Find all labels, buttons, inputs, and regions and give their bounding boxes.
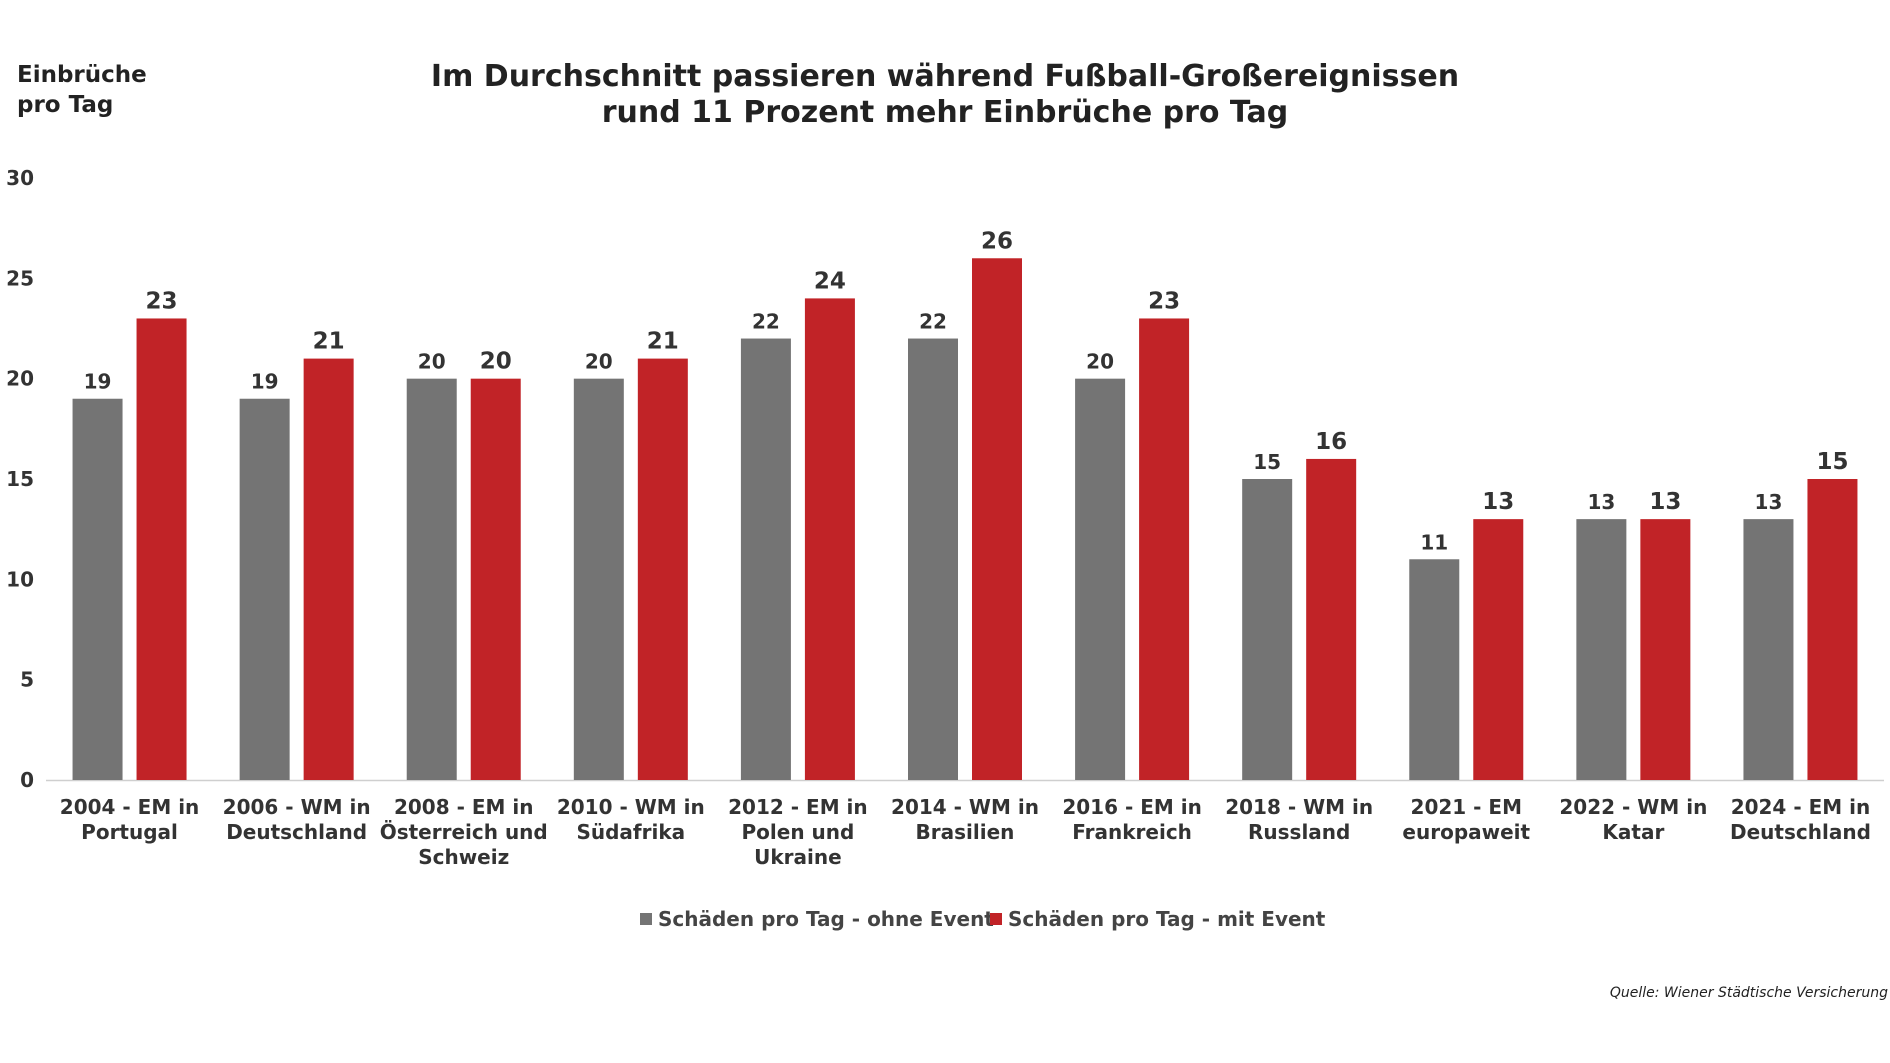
data-label: 23: [146, 288, 178, 314]
bar-ohne-event: [740, 338, 791, 780]
x-tick-label-line: 2008 - EM in: [394, 795, 534, 819]
bar-ohne-event: [406, 378, 457, 780]
x-tick-label-line: Frankreich: [1072, 820, 1192, 844]
bar-ohne-event: [1242, 479, 1293, 780]
data-label: 24: [814, 268, 846, 294]
x-tick-label-line: Südafrika: [576, 820, 685, 844]
legend-item-mit-event: Schäden pro Tag - mit Event: [990, 907, 1325, 931]
legend-swatch-mit-event: [990, 913, 1002, 925]
bar-ohne-event: [1743, 519, 1794, 780]
source-note: Quelle: Wiener Städtische Versicherung: [1609, 985, 1888, 1001]
x-tick-label-line: Deutschland: [226, 820, 367, 844]
legend-item-ohne-event: Schäden pro Tag - ohne Event: [640, 907, 994, 931]
data-label: 15: [1816, 449, 1848, 475]
x-tick-label: 2014 - WM in Brasilien: [891, 795, 1039, 844]
y-tick-label: 0: [20, 768, 34, 792]
x-tick-label: 2018 - WM in Russland: [1225, 795, 1373, 844]
x-tick-label-line: 2010 - WM in: [557, 795, 705, 819]
bar-mit-event: [1807, 479, 1858, 780]
data-label: 13: [1649, 489, 1681, 515]
bar-mit-event: [1473, 519, 1524, 780]
y-tick-label: 25: [6, 266, 34, 290]
y-tick-label: 15: [6, 467, 34, 491]
x-tick-label-line: Brasilien: [916, 820, 1015, 844]
x-tick-label-line: 2024 - EM in: [1731, 795, 1871, 819]
bar-ohne-event: [239, 398, 290, 780]
data-label: 21: [647, 329, 679, 355]
x-tick-label-line: 2018 - WM in: [1225, 795, 1373, 819]
data-label: 22: [919, 310, 947, 334]
bar-mit-event: [972, 258, 1022, 780]
data-label: 13: [1587, 490, 1615, 514]
legend-label-mit-event: Schäden pro Tag - mit Event: [1008, 907, 1326, 931]
bar-ohne-event: [1576, 519, 1627, 780]
bar-ohne-event: [1409, 559, 1460, 780]
x-tick-label-line: Deutschland: [1730, 820, 1871, 844]
bar-mit-event: [637, 358, 688, 780]
x-tick-label: 2004 - EM in Portugal: [60, 795, 200, 844]
x-tick-label-line: 2006 - WM in: [223, 795, 371, 819]
data-label: 19: [251, 370, 279, 394]
x-tick-label-line: europaweit: [1402, 820, 1530, 844]
data-label: 20: [480, 349, 512, 375]
bar-mit-event: [470, 378, 521, 780]
data-label: 20: [1086, 350, 1114, 374]
y-axis-title: Einbrüche pro Tag: [17, 60, 147, 120]
x-tick-label-line: Ukraine: [754, 845, 842, 869]
x-tick-label-line: Polen und: [742, 820, 855, 844]
x-tick-label: 2008 - EM in Österreich und Schweiz: [380, 795, 548, 869]
data-label: 20: [585, 350, 613, 374]
data-label: 16: [1315, 429, 1347, 455]
data-label: 21: [313, 329, 345, 355]
y-axis-title-line1: Einbrüche: [17, 62, 147, 88]
bar-mit-event: [804, 298, 855, 780]
bar-ohne-event: [573, 378, 624, 780]
y-tick-label: 10: [6, 567, 34, 591]
x-tick-label-line: 2021 - EM: [1411, 795, 1522, 819]
bar-mit-event: [1640, 519, 1691, 780]
y-tick-label: 5: [20, 668, 34, 692]
bar-mit-event: [136, 318, 187, 780]
x-tick-label-line: 2016 - EM in: [1062, 795, 1202, 819]
x-tick-label: 2006 - WM in Deutschland: [223, 795, 371, 844]
y-axis-title-line2: pro Tag: [17, 92, 114, 118]
x-tick-label-line: 2004 - EM in: [60, 795, 200, 819]
bar-mit-event: [1306, 458, 1357, 780]
bar-mit-event: [1139, 318, 1190, 780]
x-tick-label-line: Österreich und: [380, 820, 548, 844]
x-tick-label: 2016 - EM in Frankreich: [1062, 795, 1202, 844]
bar-mit-event: [303, 358, 354, 780]
x-tick-label-line: Katar: [1602, 820, 1664, 844]
data-label: 19: [84, 370, 112, 394]
x-tick-label: 2021 - EM europaweit: [1402, 795, 1530, 844]
data-label: 23: [1148, 288, 1180, 314]
data-label: 20: [418, 350, 446, 374]
data-label: 13: [1755, 490, 1783, 514]
legend-label-ohne-event: Schäden pro Tag - ohne Event: [658, 907, 994, 931]
chart-title-line2: rund 11 Prozent mehr Einbrüche pro Tag: [601, 95, 1289, 130]
y-tick-label: 20: [6, 367, 34, 391]
x-tick-label-line: Russland: [1248, 820, 1350, 844]
y-tick-label: 30: [6, 166, 34, 190]
bar-ohne-event: [1075, 378, 1126, 780]
x-tick-label-line: 2022 - WM in: [1559, 795, 1707, 819]
data-label: 22: [752, 310, 780, 334]
bar-ohne-event: [72, 398, 123, 780]
x-tick-label-line: 2014 - WM in: [891, 795, 1039, 819]
data-label: 13: [1482, 489, 1514, 515]
chart-title-line1: Im Durchschnitt passieren während Fußbal…: [430, 59, 1460, 94]
x-tick-label: 2024 - EM in Deutschland: [1730, 795, 1871, 844]
data-label: 15: [1253, 450, 1281, 474]
x-tick-label: 2012 - EM in Polen und Ukraine: [728, 795, 868, 869]
x-tick-label: 2010 - WM in Südafrika: [557, 795, 705, 844]
x-tick-label: 2022 - WM in Katar: [1559, 795, 1707, 844]
x-tick-label-line: Portugal: [81, 820, 178, 844]
data-label: 26: [981, 228, 1013, 254]
legend-swatch-ohne-event: [640, 913, 652, 925]
x-tick-label-line: 2012 - EM in: [728, 795, 868, 819]
bar-ohne-event: [908, 338, 958, 780]
data-label: 11: [1420, 530, 1448, 554]
x-tick-label-line: Schweiz: [418, 845, 509, 869]
